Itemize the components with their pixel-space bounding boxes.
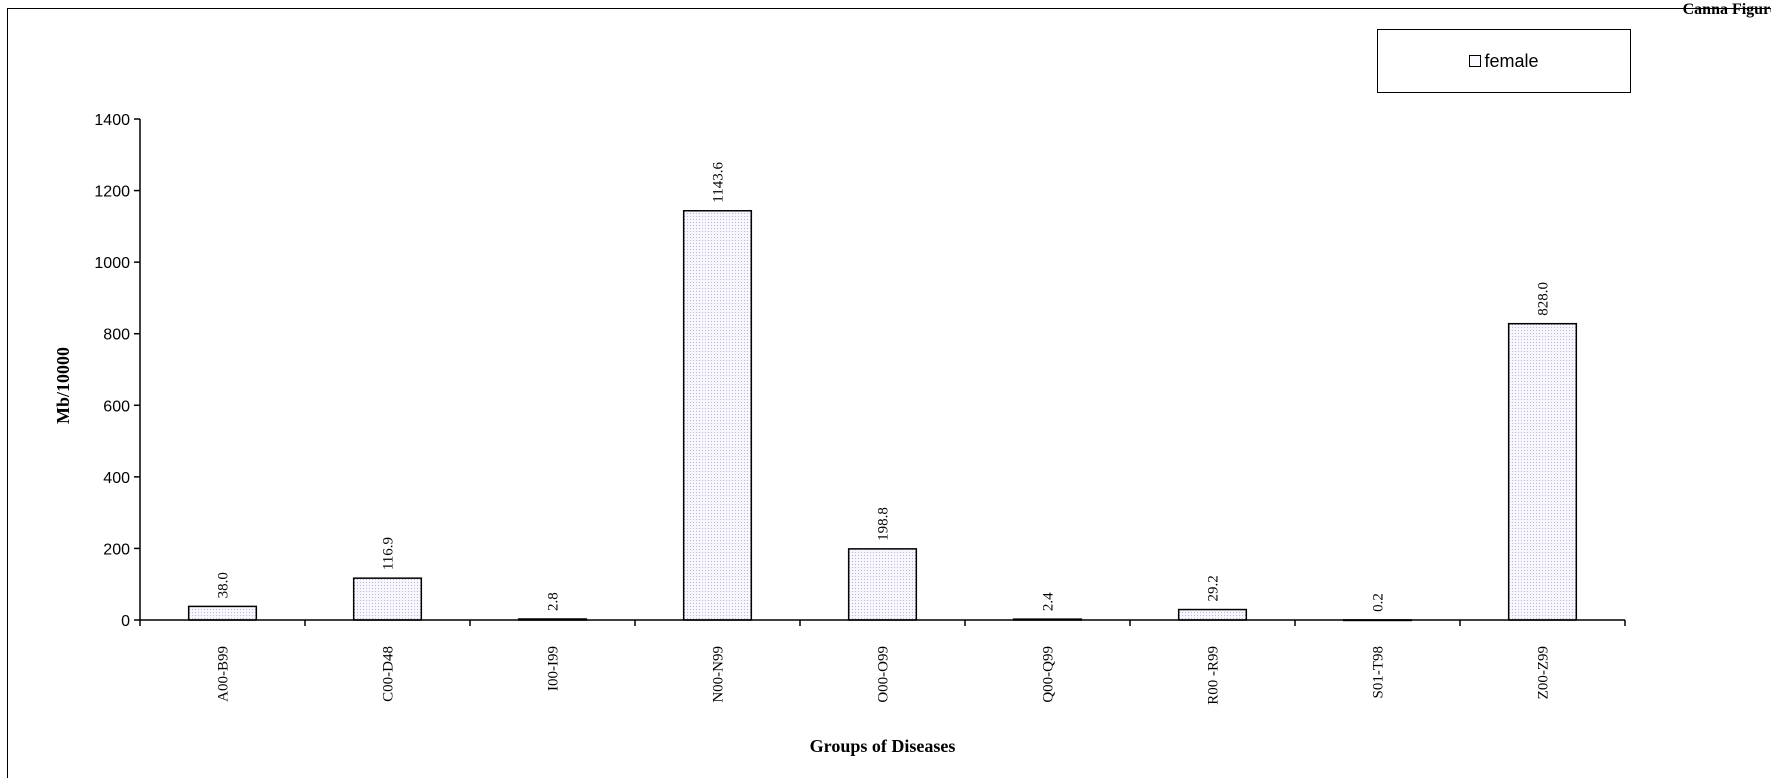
bars-group bbox=[187, 210, 1578, 622]
category-label: N00-N99 bbox=[711, 646, 727, 703]
category-label: A00-B99 bbox=[216, 646, 232, 702]
legend: female bbox=[1377, 29, 1631, 93]
y-tick-label: 400 bbox=[103, 470, 130, 487]
bar-n00-n99 bbox=[682, 210, 753, 621]
category-label: Q00-Q99 bbox=[1041, 646, 1057, 703]
category-label: S01-T98 bbox=[1371, 646, 1387, 699]
y-tick-label: 0 bbox=[121, 613, 130, 630]
data-label: 116.9 bbox=[381, 537, 397, 570]
category-label: C00-D48 bbox=[381, 646, 397, 702]
x-axis-title: Groups of Diseases bbox=[810, 736, 956, 756]
bar-a00-b99 bbox=[187, 605, 258, 621]
y-axis-title: Mb/10000 bbox=[53, 347, 73, 424]
data-label: 29.2 bbox=[1206, 575, 1222, 601]
y-tick-label: 1200 bbox=[94, 184, 130, 201]
chart-frame: Сanna Figure bbox=[7, 1, 1771, 778]
category-label: R00 -R99 bbox=[1206, 646, 1222, 705]
legend-label: female bbox=[1484, 50, 1539, 71]
data-label: 198.8 bbox=[876, 507, 892, 541]
category-label: I00-I99 bbox=[546, 646, 562, 691]
y-tick-label: 600 bbox=[103, 398, 130, 415]
y-tick-label: 1400 bbox=[94, 112, 130, 129]
category-label: Z00-Z99 bbox=[1536, 646, 1552, 699]
bar-o00-o99 bbox=[847, 548, 918, 621]
legend-swatch bbox=[1469, 55, 1482, 67]
data-label: 828.0 bbox=[1536, 282, 1552, 316]
y-tick-label: 200 bbox=[103, 541, 130, 558]
bar-z00-z99 bbox=[1507, 322, 1578, 621]
data-label: 2.4 bbox=[1041, 592, 1057, 611]
y-tick-label: 1000 bbox=[94, 255, 130, 272]
bar-r00-r99 bbox=[1177, 608, 1248, 621]
bar-c00-d48 bbox=[352, 577, 423, 621]
labels-group: 38.0 A00-B99 116.9 C00-D48 2.8 I00-I99 1143.6 N… bbox=[53, 112, 1552, 756]
y-tick-label: 800 bbox=[103, 327, 130, 344]
category-label: O00-O99 bbox=[876, 646, 892, 703]
data-label: 1143.6 bbox=[711, 162, 727, 203]
axes-group bbox=[134, 118, 1626, 626]
data-label: 38.0 bbox=[216, 572, 232, 598]
corner-label: Сanna Figure bbox=[1682, 1, 1771, 18]
data-label: 2.8 bbox=[546, 592, 562, 611]
data-label: 0.2 bbox=[1371, 593, 1387, 612]
